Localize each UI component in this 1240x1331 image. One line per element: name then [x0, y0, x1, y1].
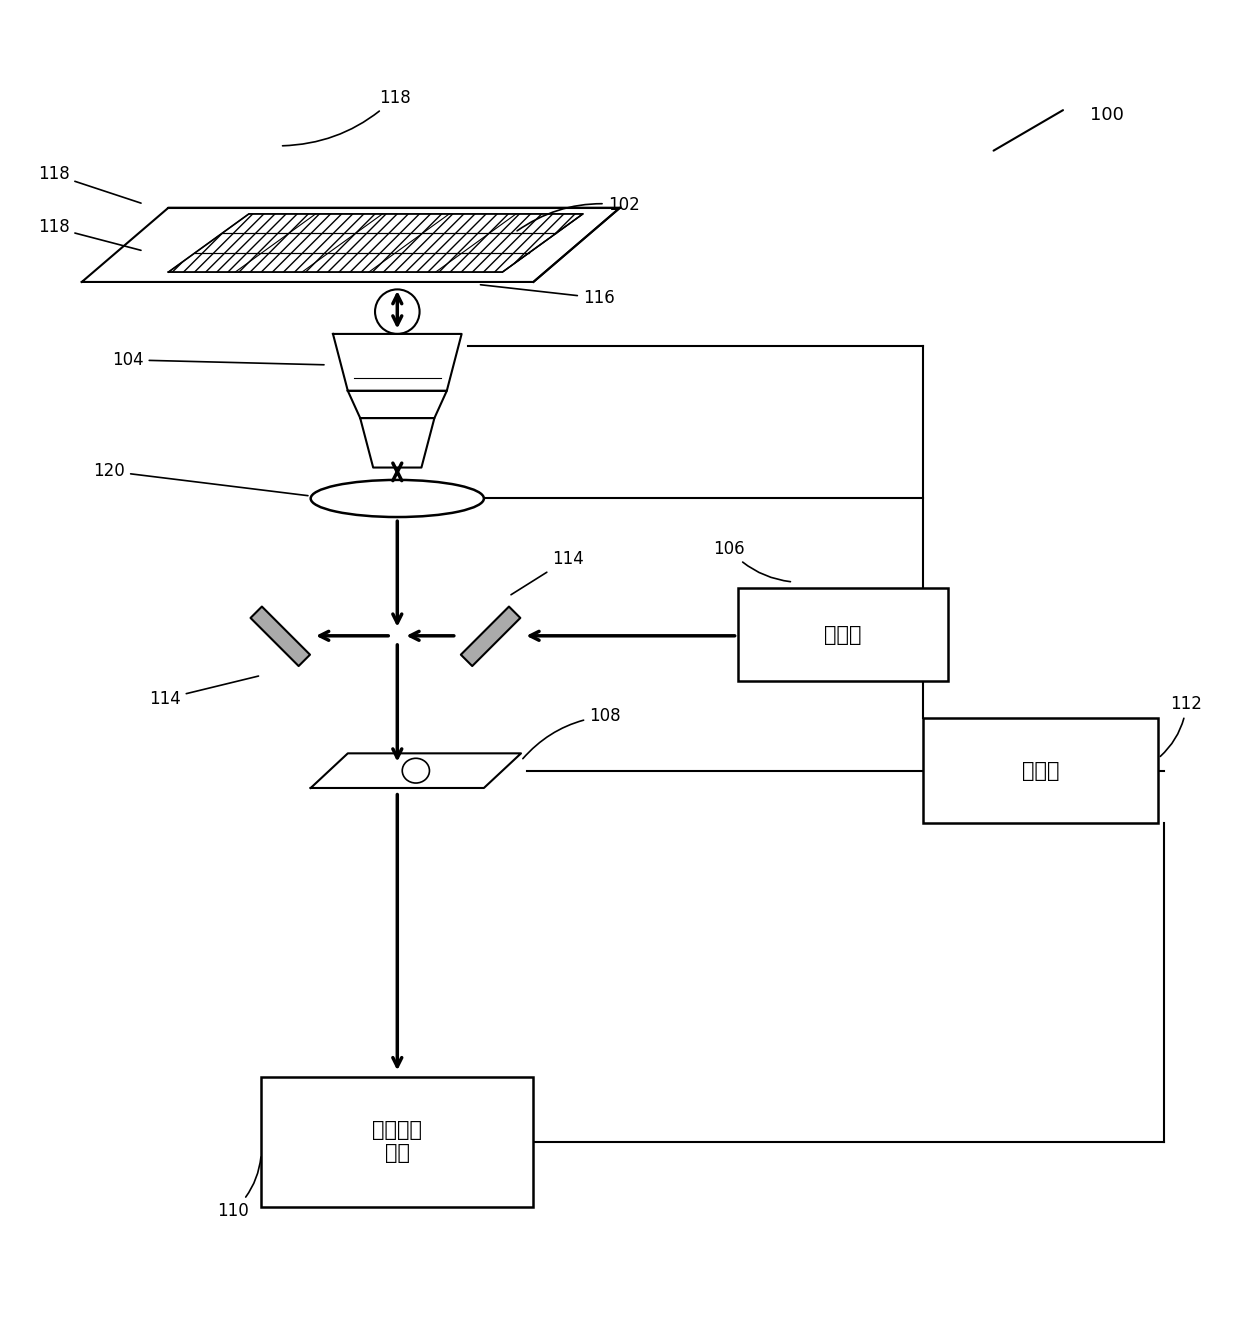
Text: 102: 102	[517, 196, 640, 230]
Polygon shape	[347, 391, 446, 418]
Polygon shape	[311, 753, 521, 788]
Polygon shape	[360, 418, 434, 467]
Text: 104: 104	[112, 351, 324, 369]
Text: 116: 116	[480, 285, 615, 307]
Ellipse shape	[311, 480, 484, 516]
Text: 100: 100	[1090, 106, 1123, 124]
Text: 118: 118	[283, 89, 410, 146]
Text: 108: 108	[523, 707, 621, 759]
Text: 118: 118	[37, 165, 141, 204]
Text: 照明源: 照明源	[823, 624, 862, 644]
FancyBboxPatch shape	[262, 1077, 533, 1207]
Text: 110: 110	[217, 1157, 260, 1221]
FancyBboxPatch shape	[923, 719, 1158, 824]
Text: 112: 112	[1161, 695, 1203, 756]
Polygon shape	[82, 208, 620, 282]
Text: 图像捕获
装置: 图像捕获 装置	[372, 1121, 423, 1163]
Text: 106: 106	[713, 539, 790, 582]
Polygon shape	[334, 334, 461, 391]
Text: 控制器: 控制器	[1022, 760, 1059, 781]
Text: 120: 120	[93, 462, 308, 495]
Circle shape	[374, 289, 419, 334]
Text: 114: 114	[511, 550, 584, 595]
Text: 114: 114	[149, 676, 258, 708]
Text: 118: 118	[37, 218, 141, 250]
FancyBboxPatch shape	[738, 588, 947, 681]
